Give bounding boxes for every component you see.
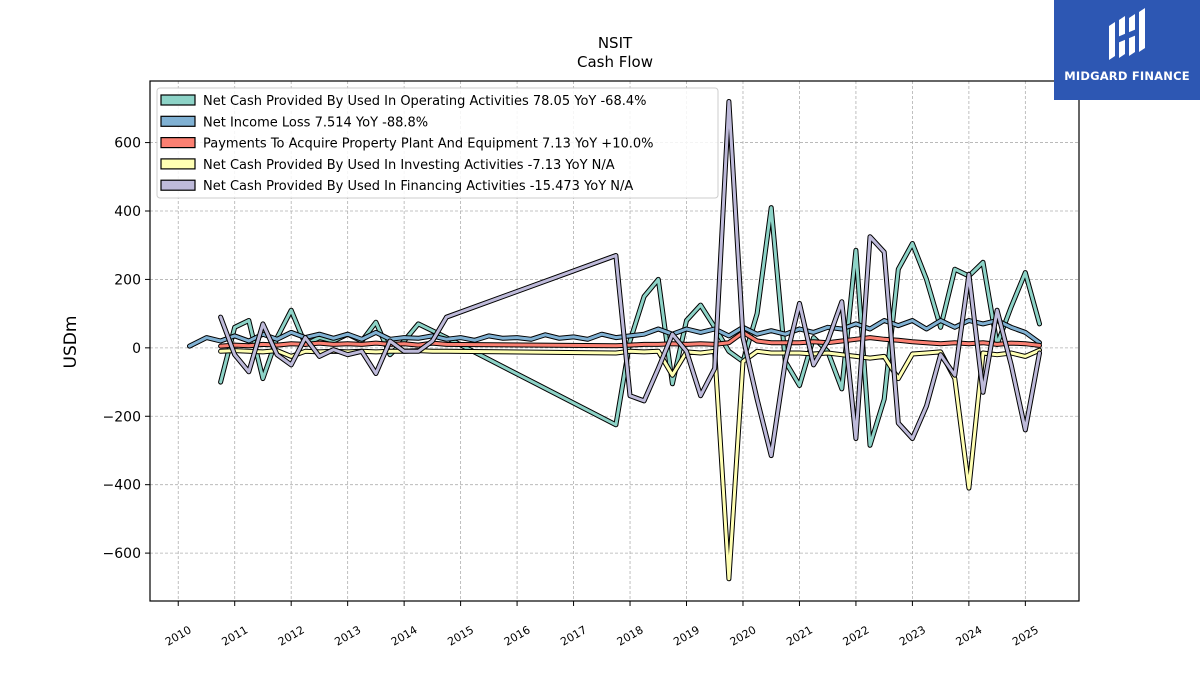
y-tick-label: −600 — [103, 546, 141, 562]
legend: Net Cash Provided By Used In Operating A… — [156, 87, 719, 199]
legend-entry-5: Net Cash Provided By Used In Financing A… — [203, 179, 633, 194]
x-tick-label: 2020 — [728, 623, 759, 648]
legend-swatch — [160, 137, 196, 149]
x-tick-label: 2019 — [671, 623, 702, 648]
y-axis-label: USDm — [61, 316, 81, 369]
series-line-5 — [219, 100, 1041, 458]
y-tick-label: 400 — [114, 204, 141, 220]
axes-frame — [149, 80, 1080, 602]
y-tick-label: 0 — [132, 341, 141, 357]
y-tick-label: 200 — [114, 272, 141, 288]
legend-swatch — [160, 94, 196, 106]
midgard-logo-icon — [1109, 8, 1145, 60]
legend-entry-2: Net Income Loss 7.514 YoY -88.8% — [203, 115, 428, 130]
x-tick-label: 2016 — [502, 623, 533, 648]
x-tick-label: 2013 — [332, 623, 363, 648]
x-axis-ticks: 2010 2011 2012 2013 2014 2015 2016 2017 2018 2019… — [163, 601, 1041, 649]
series-line-2 — [188, 319, 1041, 348]
legend-entry-4: Net Cash Provided By Used In Investing A… — [203, 158, 615, 173]
y-tick-label: −400 — [103, 478, 141, 494]
y-tick-label: −200 — [103, 409, 141, 425]
x-tick-label: 2025 — [1010, 623, 1041, 648]
series-lines — [187, 99, 1042, 582]
legend-entry-3: Payments To Acquire Property Plant And E… — [203, 137, 654, 152]
midgard-finance-logo: MIDGARD FINANCE — [1054, 0, 1200, 100]
x-tick-label: 2022 — [841, 623, 872, 648]
series-line-3 — [219, 330, 1041, 348]
x-tick-label: 2018 — [615, 623, 646, 648]
series-line-1 — [219, 206, 1041, 447]
logo-text: MIDGARD FINANCE — [1064, 69, 1190, 83]
legend-swatch — [160, 158, 196, 170]
x-tick-label: 2015 — [445, 623, 476, 648]
x-tick-label: 2010 — [163, 623, 194, 648]
x-tick-label: 2017 — [558, 623, 589, 648]
x-tick-label: 2023 — [897, 623, 928, 648]
chart-subtitle: Cash Flow — [577, 53, 653, 71]
x-tick-label: 2014 — [389, 623, 420, 648]
x-tick-label: 2021 — [784, 623, 815, 648]
y-axis-ticks: −600 −400 −200 0 200 400 600 — [103, 136, 150, 562]
x-tick-label: 2024 — [954, 623, 985, 648]
legend-swatch — [160, 115, 196, 127]
legend-entry-1: Net Cash Provided By Used In Operating A… — [203, 94, 646, 109]
x-tick-label: 2012 — [276, 623, 307, 648]
x-tick-label: 2011 — [219, 623, 250, 648]
chart-title: NSIT — [598, 34, 633, 52]
legend-box — [156, 87, 719, 199]
legend-swatch — [160, 179, 196, 191]
y-tick-label: 600 — [114, 136, 141, 152]
